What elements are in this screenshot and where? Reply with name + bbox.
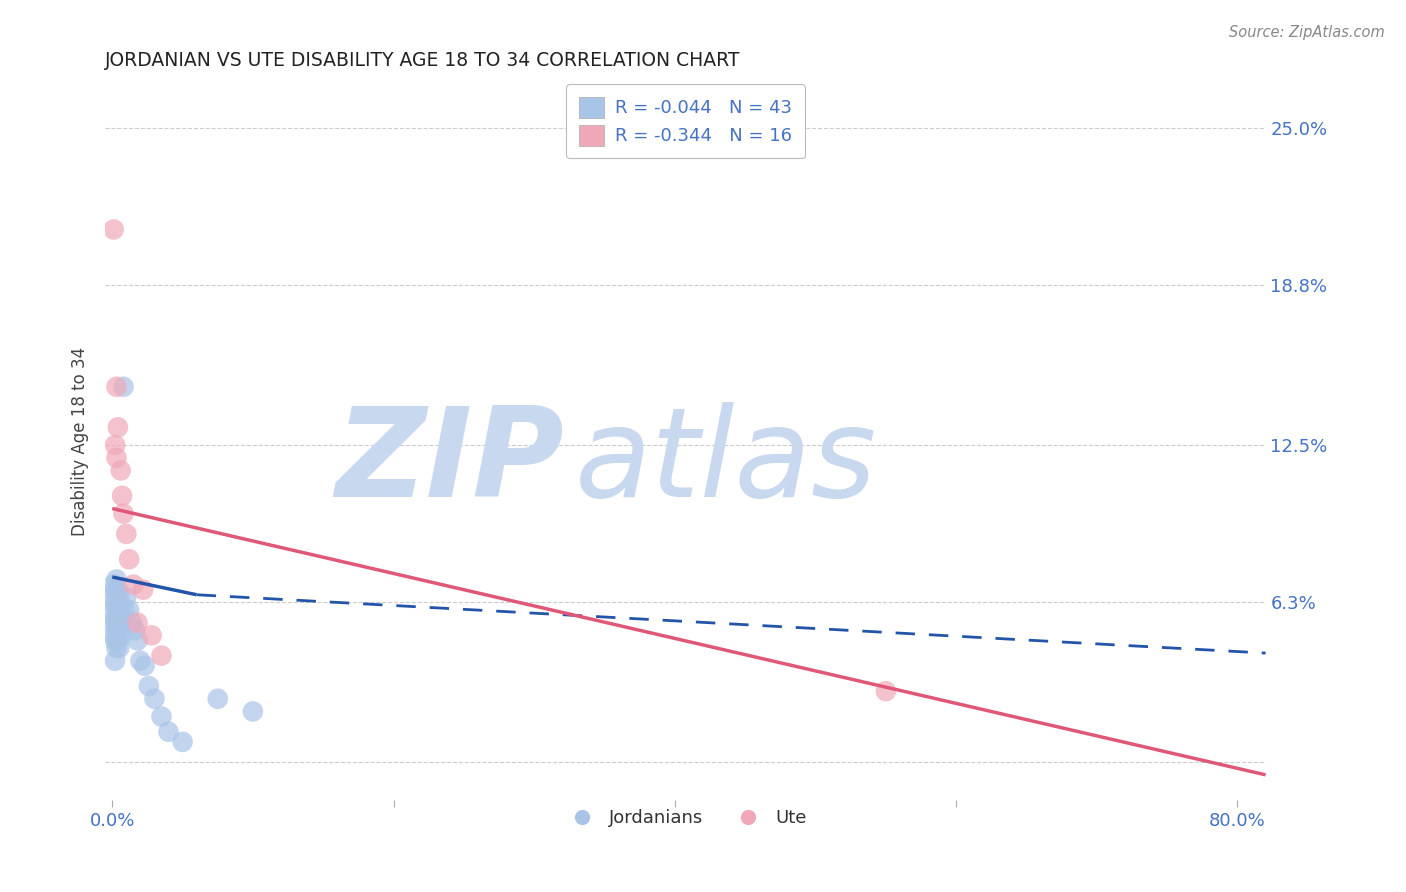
Point bbox=[111, 628, 134, 642]
Point bbox=[105, 380, 128, 394]
Point bbox=[107, 633, 129, 648]
Point bbox=[127, 615, 149, 630]
Point bbox=[107, 420, 129, 434]
Point bbox=[110, 615, 132, 630]
Point bbox=[150, 709, 173, 723]
Point bbox=[157, 724, 180, 739]
Point bbox=[111, 489, 134, 503]
Point bbox=[207, 691, 229, 706]
Point bbox=[129, 654, 152, 668]
Text: JORDANIAN VS UTE DISABILITY AGE 18 TO 34 CORRELATION CHART: JORDANIAN VS UTE DISABILITY AGE 18 TO 34… bbox=[105, 51, 741, 70]
Y-axis label: Disability Age 18 to 34: Disability Age 18 to 34 bbox=[72, 347, 89, 536]
Point bbox=[107, 615, 129, 630]
Point bbox=[105, 624, 128, 638]
Point bbox=[134, 658, 156, 673]
Point bbox=[108, 591, 131, 605]
Point bbox=[103, 591, 125, 605]
Point bbox=[121, 615, 143, 630]
Point bbox=[103, 577, 125, 591]
Point bbox=[108, 624, 131, 638]
Point bbox=[111, 608, 134, 623]
Point bbox=[107, 598, 129, 612]
Point bbox=[104, 582, 127, 597]
Point bbox=[105, 640, 128, 655]
Point bbox=[104, 613, 127, 627]
Point bbox=[118, 603, 141, 617]
Point bbox=[115, 527, 138, 541]
Point bbox=[108, 640, 131, 655]
Point bbox=[104, 598, 127, 612]
Point bbox=[124, 624, 146, 638]
Point bbox=[110, 463, 132, 477]
Point bbox=[105, 573, 128, 587]
Legend: Jordanians, Ute: Jordanians, Ute bbox=[557, 802, 814, 834]
Text: ZIP: ZIP bbox=[335, 402, 564, 524]
Point bbox=[242, 705, 264, 719]
Point bbox=[104, 654, 127, 668]
Point bbox=[103, 628, 125, 642]
Point bbox=[150, 648, 173, 663]
Point bbox=[110, 598, 132, 612]
Text: Source: ZipAtlas.com: Source: ZipAtlas.com bbox=[1229, 25, 1385, 40]
Point bbox=[112, 380, 135, 394]
Point bbox=[103, 615, 125, 630]
Point bbox=[104, 633, 127, 648]
Point bbox=[115, 591, 138, 605]
Point bbox=[138, 679, 160, 693]
Point bbox=[112, 507, 135, 521]
Point bbox=[172, 735, 194, 749]
Point bbox=[122, 577, 145, 591]
Text: atlas: atlas bbox=[575, 402, 877, 524]
Point bbox=[143, 691, 166, 706]
Point bbox=[107, 582, 129, 597]
Point bbox=[103, 603, 125, 617]
Point bbox=[108, 608, 131, 623]
Point bbox=[875, 684, 897, 698]
Point bbox=[114, 603, 136, 617]
Point bbox=[105, 591, 128, 605]
Point bbox=[105, 450, 128, 465]
Point bbox=[127, 633, 149, 648]
Point bbox=[103, 222, 125, 236]
Point bbox=[132, 582, 155, 597]
Point bbox=[104, 438, 127, 452]
Point bbox=[105, 608, 128, 623]
Point bbox=[118, 552, 141, 566]
Point bbox=[141, 628, 163, 642]
